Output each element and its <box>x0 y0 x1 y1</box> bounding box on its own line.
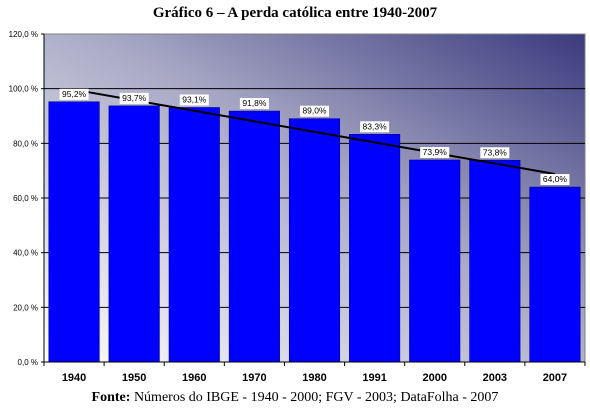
y-tick-label: 80,0 % <box>13 139 38 148</box>
source-label: Fonte: <box>91 390 131 405</box>
data-label-text: 95,2% <box>62 89 87 99</box>
bars <box>48 101 581 363</box>
data-label-text: 93,1% <box>182 95 207 105</box>
data-label-box <box>360 121 390 133</box>
y-tick-label: 120,0 % <box>9 30 38 39</box>
chart-title: Gráfico 6 – A perda católica entre 1940-… <box>152 5 438 21</box>
x-axis: 1940 1950 1960 1970 1980 1991 2000 2003 2007 <box>43 361 586 384</box>
chart-source: Fonte: Números do IBGE - 1940 - 2000; FG… <box>0 390 590 406</box>
x-tick-label: 1950 <box>122 372 146 384</box>
data-label-text: 89,0% <box>302 106 327 116</box>
bar-1960 <box>168 107 220 363</box>
bar-1940 <box>48 101 100 363</box>
x-tick-label: 2007 <box>543 372 567 384</box>
data-label-text: 73,8% <box>483 147 508 157</box>
bar-1991 <box>349 134 401 363</box>
data-label: 64,0% <box>540 174 570 186</box>
y-axis: 0,0 % 20,0 % 40,0 % 60,0 % 80,0 % 100,0 % 120,… <box>9 30 45 367</box>
y-tick-label: 40,0 % <box>13 249 38 258</box>
data-label: 93,7% <box>119 92 149 104</box>
data-label-box <box>420 147 450 159</box>
bar-2007 <box>529 186 581 363</box>
data-label-box <box>119 92 149 104</box>
trendline-path <box>73 88 556 176</box>
x-tick-label: 1980 <box>302 372 326 384</box>
data-label: 83,3% <box>360 121 390 133</box>
data-label-box <box>179 94 209 106</box>
bar-2000 <box>409 159 461 363</box>
data-label: 73,8% <box>480 147 510 159</box>
data-label: 91,8% <box>239 98 269 110</box>
source-text: Números do IBGE - 1940 - 2000; FGV - 200… <box>130 390 499 405</box>
data-label-box <box>239 98 269 110</box>
data-label-text: 73,9% <box>423 147 448 157</box>
data-label-text: 93,7% <box>122 93 147 103</box>
x-tick-label: 1970 <box>242 372 266 384</box>
data-label-box <box>300 105 329 117</box>
data-label-box <box>480 147 510 159</box>
data-label: 93,1% <box>179 94 209 106</box>
data-label-box <box>540 174 570 186</box>
trendline <box>73 88 556 176</box>
data-label-text: 83,3% <box>363 121 388 131</box>
bar-2003 <box>469 159 521 363</box>
data-label-box <box>59 88 89 100</box>
x-tick-label: 1940 <box>62 372 86 384</box>
y-tick-label: 0,0 % <box>18 358 38 367</box>
y-tick-label: 60,0 % <box>13 194 38 203</box>
bar-1970 <box>228 110 280 363</box>
x-tick-label: 2000 <box>422 372 446 384</box>
bar-1950 <box>108 105 160 363</box>
x-tick-label: 1991 <box>362 372 386 384</box>
data-label: 89,0% <box>300 105 329 117</box>
data-labels: 95,2% 93,7% 93,1% 91,8% 89,0% 83,3% 73,9% 73,8%… <box>59 88 570 186</box>
data-label-text: 91,8% <box>242 98 267 108</box>
data-label: 95,2% <box>59 88 89 100</box>
y-tick-label: 100,0 % <box>9 85 38 94</box>
x-tick-label: 1960 <box>182 372 206 384</box>
data-label-text: 64,0% <box>543 174 568 184</box>
x-tick-label: 2003 <box>483 372 507 384</box>
bar-1980 <box>288 118 341 363</box>
y-tick-label: 20,0 % <box>13 303 38 312</box>
data-label: 73,9% <box>420 147 450 159</box>
